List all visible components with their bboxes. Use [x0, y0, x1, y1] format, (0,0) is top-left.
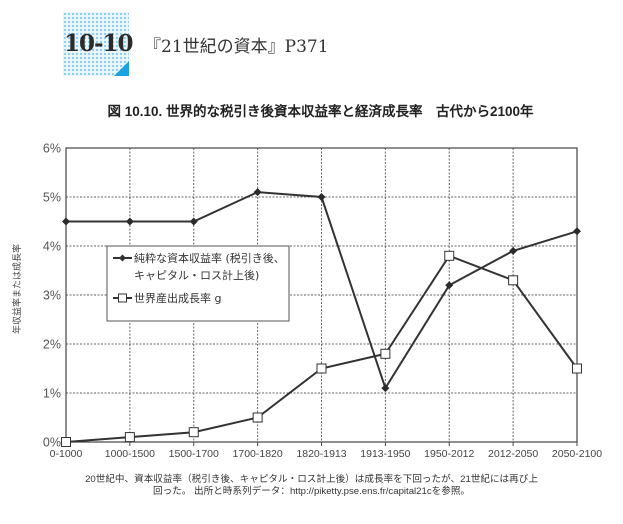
chart-title: 図 10.10. 世界的な税引き後資本収益率と経済成長率 古代から2100年 [107, 104, 534, 119]
y-tick-label: 5% [43, 191, 61, 205]
diamond-marker-icon [509, 246, 518, 255]
caption-line-1: 20世紀中、資本収益率（税引き後、キャピタル・ロス計上後）は成長率を下回ったが、… [85, 474, 538, 485]
x-axis-ticks: 0-1000 1000-1500 1500-1700 1700-1820 1820-19… [50, 448, 603, 460]
diamond-marker-icon [62, 217, 70, 226]
legend-r-label-line1: 純粋な資本収益率 (税引き後、 [134, 251, 285, 265]
y-tick-label: 6% [43, 142, 61, 156]
section-number: 10-10 [64, 30, 134, 57]
legend-box [106, 245, 290, 322]
y-tick-label: 3% [43, 289, 61, 303]
square-marker-icon [380, 348, 391, 359]
diamond-marker-icon [125, 217, 134, 226]
square-marker-icon [124, 432, 135, 443]
badge-corner-fold-icon [114, 61, 129, 76]
diamond-marker-icon [189, 217, 198, 226]
y-tick-label: 2% [43, 338, 61, 352]
x-tick-label: 1000-1500 [105, 448, 155, 460]
x-tick-label: 2050-2100 [552, 448, 602, 460]
legend-square-icon [118, 293, 127, 303]
diamond-marker-icon [445, 281, 454, 290]
y-tick-label: 4% [43, 240, 61, 254]
square-marker-icon [444, 250, 455, 261]
x-tick-label: 1913-1950 [360, 448, 410, 460]
caption-line-2: 回った。 出所と時系列データ：http://piketty.pse.ens.fr… [152, 486, 471, 497]
section-badge [63, 12, 129, 76]
y-tick-label: 1% [43, 387, 61, 401]
diamond-marker-icon [381, 384, 390, 393]
y-tick-label: 0% [43, 436, 61, 450]
square-marker-icon [252, 412, 263, 423]
legend-g-label: 世界産出成長率 g [134, 291, 221, 305]
book-reference: 『21世紀の資本』P371 [144, 37, 329, 57]
line-chart: 0% 1% 2% 3% 4% 5% 6% 0-1000 1000-1500 1500-1700 1… [43, 142, 603, 461]
square-marker-icon [61, 437, 71, 447]
figure-caption: 20世紀中、資本収益率（税引き後、キャピタル・ロス計上後）は成長率を下回ったが、… [0, 474, 623, 498]
square-marker-icon [316, 363, 327, 374]
series-lines [61, 188, 582, 447]
y-axis-ticks: 0% 1% 2% 3% 4% 5% 6% [43, 142, 61, 450]
x-tick-label: 1950-2012 [424, 448, 474, 460]
legend-r-label-line2: キャピタル・ロス計上後) [134, 268, 259, 282]
diamond-marker-icon [573, 227, 581, 236]
x-tick-label: 1500-1700 [169, 448, 219, 460]
diamond-marker-icon [317, 193, 326, 201]
square-marker-icon [572, 363, 582, 374]
x-tick-label: 1820-1913 [296, 448, 346, 460]
x-tick-label: 2012-2050 [488, 448, 538, 460]
x-tick-label: 1700-1820 [233, 448, 283, 460]
square-marker-icon [188, 427, 199, 438]
square-marker-icon [508, 275, 519, 286]
legend: 純粋な資本収益率 (税引き後、 キャピタル・ロス計上後) 世界産出成長率 g [106, 245, 290, 322]
x-tick-label: 0-1000 [50, 448, 83, 460]
diamond-marker-icon [253, 188, 262, 197]
legend-diamond-icon [119, 254, 126, 262]
